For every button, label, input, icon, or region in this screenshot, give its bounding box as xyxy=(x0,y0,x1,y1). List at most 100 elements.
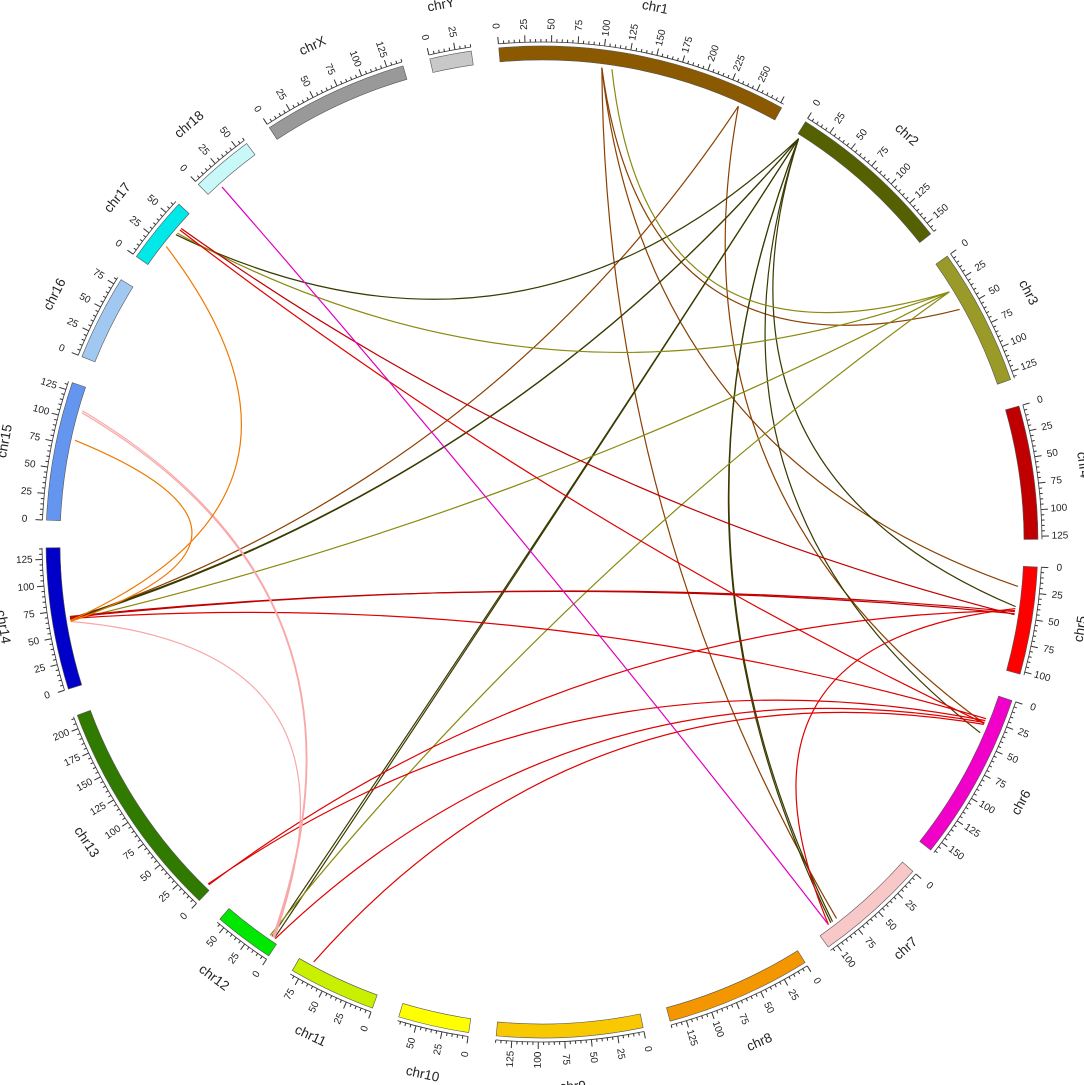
tick-label: 75 xyxy=(1000,307,1015,322)
major-tick xyxy=(707,63,711,71)
major-tick xyxy=(497,36,499,44)
minor-tick xyxy=(640,48,643,53)
minor-tick xyxy=(345,78,348,82)
tick-label: 0 xyxy=(811,98,824,109)
tick-label: 50 xyxy=(297,74,312,89)
minor-tick xyxy=(400,59,403,63)
tick-label: 50 xyxy=(27,636,40,649)
minor-tick xyxy=(443,48,445,52)
synteny-link xyxy=(273,138,800,939)
major-tick xyxy=(262,118,268,125)
chromosome-band xyxy=(919,695,1013,851)
minor-tick xyxy=(269,118,273,122)
minor-tick xyxy=(310,986,314,990)
minor-tick xyxy=(95,771,99,774)
synteny-link xyxy=(179,229,985,724)
major-tick xyxy=(71,352,79,356)
minor-tick xyxy=(58,403,62,406)
synteny-link xyxy=(208,610,1016,886)
major-tick xyxy=(426,48,430,56)
synteny-link xyxy=(70,246,242,622)
major-tick xyxy=(172,884,179,890)
minor-tick xyxy=(246,946,250,950)
minor-tick xyxy=(131,830,135,834)
minor-tick xyxy=(838,136,841,140)
minor-tick xyxy=(882,907,885,911)
minor-tick xyxy=(894,185,898,189)
tick-label: 25 xyxy=(157,889,173,905)
minor-tick xyxy=(306,983,309,987)
minor-tick xyxy=(297,102,300,106)
minor-tick xyxy=(1024,408,1028,411)
tick-label: 125 xyxy=(373,40,389,60)
synteny-link xyxy=(601,67,838,919)
tick-label: 0 xyxy=(1056,563,1063,574)
minor-tick xyxy=(962,269,966,272)
tick-label: 125 xyxy=(88,800,108,818)
major-tick xyxy=(978,294,986,300)
tick-label: 100 xyxy=(17,582,35,594)
major-tick xyxy=(1022,402,1030,406)
minor-tick xyxy=(90,319,94,322)
minor-tick xyxy=(901,192,905,196)
minor-tick xyxy=(722,72,725,77)
tick-label: 75 xyxy=(560,1054,572,1066)
minor-tick xyxy=(255,953,259,957)
tick-label: 0 xyxy=(642,1045,654,1053)
minor-tick xyxy=(81,338,85,341)
major-tick xyxy=(191,903,197,909)
chromosome-chr8: 0 25 50 75 100 125 chr8 xyxy=(666,950,823,1054)
minor-tick xyxy=(306,97,309,101)
major-tick xyxy=(309,91,314,98)
minor-tick xyxy=(854,149,858,153)
tick-label: 75 xyxy=(1050,475,1063,487)
minor-tick xyxy=(979,784,983,787)
tick-label: 75 xyxy=(91,267,107,282)
minor-tick xyxy=(90,762,94,765)
chromosome-chr4: 0 25 50 75 100 125 chr4 xyxy=(1005,394,1084,542)
minor-tick xyxy=(208,164,212,168)
minor-tick xyxy=(727,74,730,79)
minor-tick xyxy=(635,47,638,52)
minor-tick xyxy=(159,214,163,217)
links-layer xyxy=(69,67,1019,963)
chromosome-band xyxy=(819,861,914,948)
minor-tick xyxy=(354,1005,357,1010)
minor-tick xyxy=(168,876,171,880)
minor-tick xyxy=(859,153,862,156)
minor-tick xyxy=(769,986,773,990)
minor-tick xyxy=(238,940,241,944)
minor-tick xyxy=(242,137,245,141)
tick-label: 25 xyxy=(226,950,242,966)
tick-label: 125 xyxy=(684,1028,699,1048)
major-tick xyxy=(829,127,835,134)
minor-tick xyxy=(52,659,57,661)
major-tick xyxy=(858,928,864,935)
chromosome-band xyxy=(135,203,190,265)
tick-label: 25 xyxy=(833,110,849,126)
minor-tick xyxy=(51,429,55,431)
chromosome-chr5: 0 25 50 75 100 chr5 xyxy=(1006,563,1084,685)
major-tick xyxy=(285,103,291,111)
chromosome-band xyxy=(398,1003,472,1033)
tick-label: 25 xyxy=(614,1048,627,1061)
tick-baseline xyxy=(830,873,917,951)
tick-label: 50 xyxy=(145,193,161,209)
minor-tick xyxy=(962,811,966,814)
tick-label: 25 xyxy=(332,1011,347,1026)
minor-tick xyxy=(883,174,886,178)
tick-label: 0 xyxy=(460,1050,472,1058)
minor-tick xyxy=(740,1000,744,1004)
minor-tick xyxy=(334,997,338,1001)
minor-tick xyxy=(825,127,828,131)
tick-label: 125 xyxy=(962,822,982,841)
minor-tick xyxy=(77,348,81,351)
tick-label: 150 xyxy=(946,844,966,863)
minor-tick xyxy=(953,824,957,828)
minor-tick xyxy=(100,300,104,303)
minor-tick xyxy=(451,1033,453,1037)
minor-tick xyxy=(742,81,745,85)
major-tick xyxy=(990,318,998,323)
